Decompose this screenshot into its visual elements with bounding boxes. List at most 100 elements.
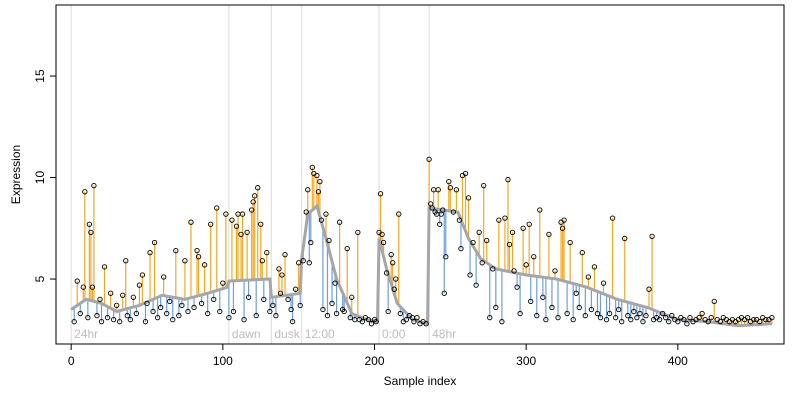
data-point [120,292,126,298]
data-point [252,193,258,199]
data-point [537,207,543,213]
data-point [570,316,576,323]
data-point [465,195,472,201]
data-point [769,314,775,321]
x-tick-label: 100 [213,354,233,368]
data-point [151,239,158,246]
segment-label: 12:00 [305,327,335,341]
segment-label: 48hr [432,327,456,341]
data-point [91,183,97,189]
data-point [594,310,601,317]
data-point [289,319,296,325]
data-point [669,312,675,319]
data-point [634,314,640,321]
data-point [130,294,137,300]
residual-lines [73,159,773,326]
data-point [195,254,202,260]
data-point [297,302,303,309]
data-point [332,280,338,286]
data-point [185,308,191,315]
y-tick-label: 5 [33,275,47,282]
data-point [684,321,690,327]
data-point [763,316,769,323]
data-point [315,189,322,195]
data-point [458,245,464,252]
data-point [173,247,179,254]
data-point [552,268,558,274]
data-point [226,314,232,321]
plot-frame [55,4,785,345]
data-point [300,258,306,264]
data-point [625,312,631,319]
data-point [306,260,312,266]
segment-label: 24hr [74,327,98,341]
data-point [493,304,499,311]
data-point [506,241,513,248]
data-point [104,314,111,321]
x-axis-label: Sample index [384,374,457,388]
data-point [649,233,655,240]
data-point [476,229,482,236]
data-point [373,319,379,325]
data-point [292,286,299,292]
data-point [88,229,94,236]
data-point [414,314,420,321]
data-point [517,310,523,317]
data-point [411,319,417,325]
data-point [396,211,402,217]
data-point [656,316,663,323]
data-point [164,310,170,317]
data-point [305,187,311,193]
data-point [314,172,320,179]
data-point [699,310,705,317]
fitted-curve [70,203,772,328]
data-point [435,187,441,193]
data-point [496,217,502,223]
data-point [440,207,446,213]
data-point [606,310,613,317]
data-point [85,314,91,321]
data-point [613,314,619,321]
data-point [561,217,567,223]
data-point [549,304,555,311]
data-point [288,306,294,313]
data-point [559,225,566,231]
data-point [167,298,173,305]
data-point [675,319,681,325]
data-point [711,298,717,305]
data-point [490,266,496,272]
data-point [681,316,687,323]
data-point [89,284,96,290]
data-point [341,308,347,315]
data-point [390,260,396,266]
data-point [505,176,511,183]
data-point [308,239,314,246]
data-point [80,284,86,290]
data-point [509,229,516,236]
data-point [467,272,473,278]
data-point [323,211,329,217]
data-point [248,207,255,213]
data-point [640,319,646,325]
x-tick-label: 200 [364,354,384,368]
data-point [588,306,595,313]
data-point [628,316,634,323]
data-point [324,312,331,319]
data-point [705,319,711,325]
segment-label: dawn [232,327,261,341]
data-point [564,310,570,317]
data-point [170,316,176,323]
data-point [377,191,384,197]
data-point [523,262,529,268]
data-point [576,304,582,311]
x-axis: 0 100 200 300 400 [68,344,688,368]
data-point [446,178,452,185]
data-point [133,310,140,317]
data-point [220,280,226,286]
data-point [127,316,133,323]
data-point [666,319,672,325]
data-point [110,316,117,323]
data-point [264,250,270,256]
data-point [233,223,240,229]
